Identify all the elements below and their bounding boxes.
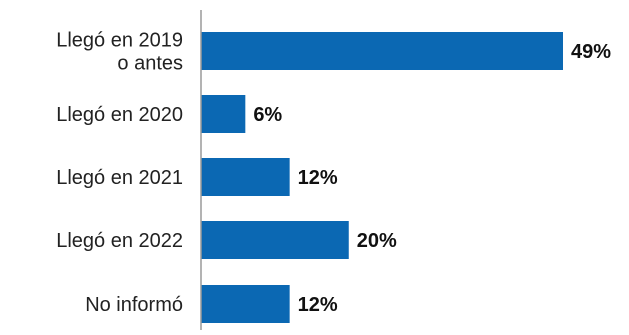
category-label-4: No informó — [85, 294, 183, 316]
bar-2 — [201, 158, 290, 196]
value-labels-group: 49% 6% 12% 20% 12% — [253, 41, 611, 316]
value-label-4: 12% — [298, 294, 338, 316]
category-labels-group: Llegó en 2019 o antes Llegó en 2020 Llegó e… — [56, 30, 183, 317]
value-label-1: 6% — [253, 104, 282, 126]
bar-1 — [201, 95, 246, 133]
bars-group — [201, 32, 563, 323]
value-label-3: 20% — [357, 230, 397, 252]
bar-3 — [201, 221, 349, 259]
category-label-2: Llegó en 2021 — [56, 167, 183, 189]
bar-4 — [201, 285, 290, 323]
value-label-2: 12% — [298, 167, 338, 189]
category-label-0: Llegó en 2019 o antes — [56, 30, 183, 75]
value-label-0: 49% — [571, 41, 611, 63]
category-label-3: Llegó en 2022 — [56, 230, 183, 252]
category-label-1: Llegó en 2020 — [56, 104, 183, 126]
bar-0 — [201, 32, 563, 70]
